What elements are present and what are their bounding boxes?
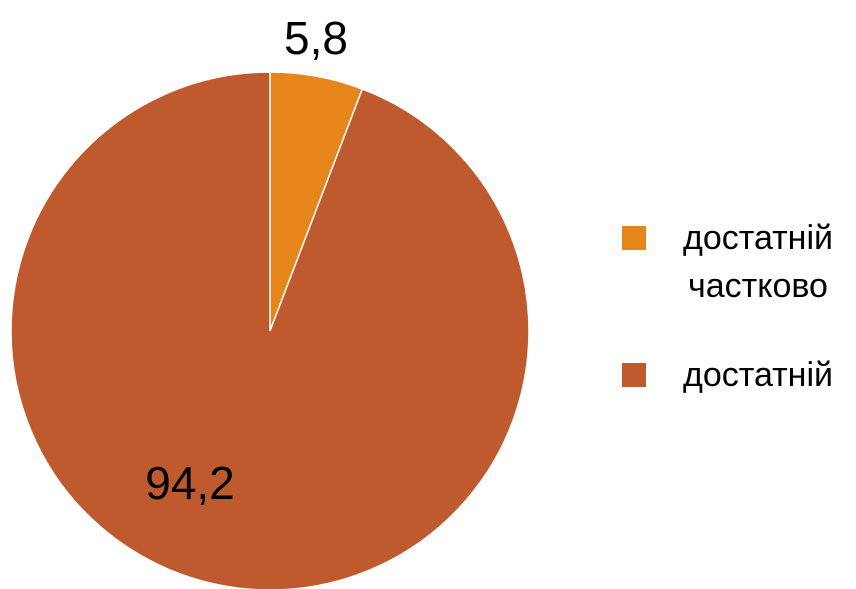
legend-item: достатній (622, 351, 856, 399)
legend-swatch (622, 226, 646, 250)
legend-swatch (622, 363, 646, 387)
legend-label: достатній частково (683, 219, 833, 305)
legend-item: достатній частково (622, 214, 856, 310)
value-label: 94,2 (145, 457, 235, 509)
pie-slice (10, 71, 530, 589)
legend-label: достатній (683, 356, 833, 394)
value-label: 5,8 (284, 12, 348, 64)
